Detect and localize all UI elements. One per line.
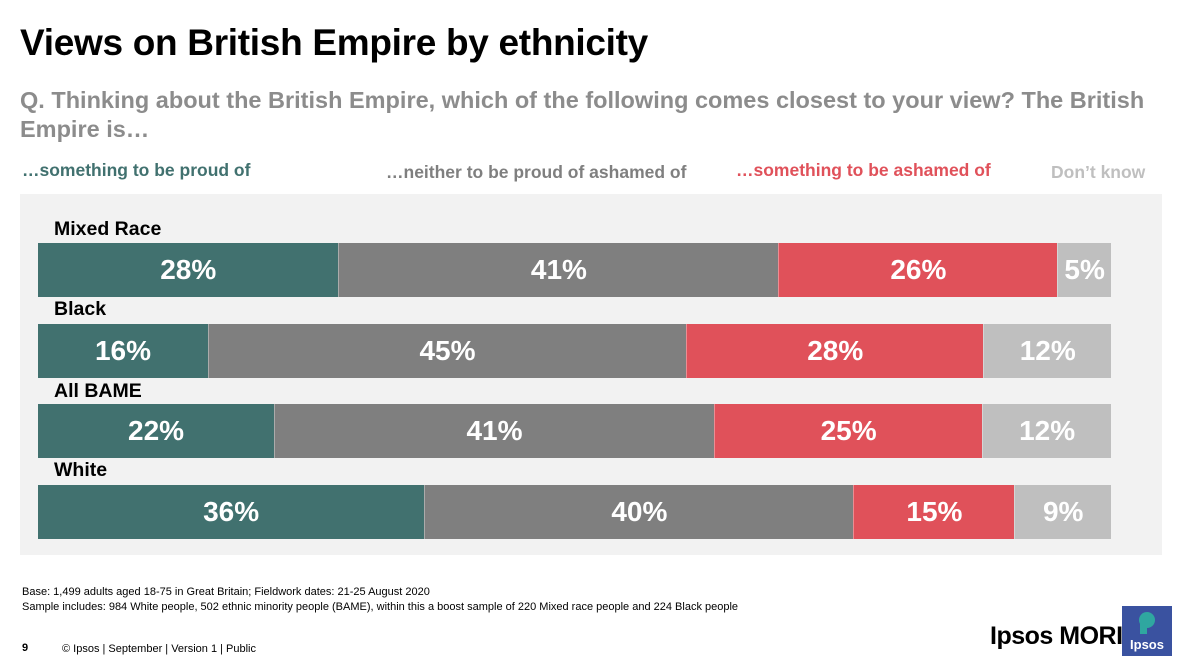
survey-question: Q. Thinking about the British Empire, wh… xyxy=(20,87,1145,142)
bar-segment-white-ashamed: 15% xyxy=(853,485,1015,539)
row-label-all-bame: All BAME xyxy=(54,380,142,402)
data-label-mixed-race-dont-know: 5% xyxy=(1064,254,1105,285)
row-label-black: Black xyxy=(54,298,107,320)
bar-segment-black-proud: 16% xyxy=(38,324,208,378)
page-number: 9 xyxy=(22,642,29,654)
stacked-bar-black: 16% 45% 28% 12% xyxy=(38,324,1111,378)
stacked-bar-all-bame: 22% 41% 25% 12% xyxy=(38,404,1111,458)
stacked-bar-mixed-race: 28% 41% 26% 5% xyxy=(38,243,1111,297)
logo-figure-icon xyxy=(1139,612,1155,634)
bar-segment-black-ashamed: 28% xyxy=(686,324,984,378)
data-label-white-neither: 40% xyxy=(611,496,668,527)
data-label-black-neither: 45% xyxy=(419,335,476,366)
data-label-mixed-race-ashamed: 26% xyxy=(890,254,947,285)
bar-segment-black-dont-know: 12% xyxy=(983,324,1111,378)
bar-segment-white-dont-know: 9% xyxy=(1014,485,1111,539)
data-label-mixed-race-proud: 28% xyxy=(160,254,217,285)
brand-name: Ipsos MORI xyxy=(990,622,1123,650)
legend-ashamed: …something to be ashamed of xyxy=(736,160,991,180)
bar-segment-mixed-race-neither: 41% xyxy=(338,243,779,297)
data-label-all-bame-neither: 41% xyxy=(466,415,523,446)
bar-segment-all-bame-neither: 41% xyxy=(274,404,714,458)
data-label-all-bame-ashamed: 25% xyxy=(820,415,877,446)
bar-segment-mixed-race-ashamed: 26% xyxy=(778,243,1058,297)
slide-title: Views on British Empire by ethnicity xyxy=(20,22,648,63)
legend-proud: …something to be proud of xyxy=(22,160,251,180)
footnote-sample: Sample includes: 984 White people, 502 e… xyxy=(22,601,739,613)
ipsos-logo: Ipsos xyxy=(1122,606,1172,656)
data-label-white-dont-know: 9% xyxy=(1042,496,1084,527)
data-label-mixed-race-neither: 41% xyxy=(530,254,587,285)
logo-text: Ipsos xyxy=(1130,637,1164,652)
legend-neither: …neither to be proud of ashamed of xyxy=(386,162,687,182)
bar-segment-black-neither: 45% xyxy=(207,324,687,378)
footnote-base: Base: 1,499 adults aged 18-75 in Great B… xyxy=(22,586,430,598)
data-label-all-bame-proud: 22% xyxy=(128,415,185,446)
legend-dont-know: Don’t know xyxy=(1051,162,1146,182)
bar-segment-all-bame-proud: 22% xyxy=(38,404,275,458)
bar-segment-white-proud: 36% xyxy=(38,485,425,539)
bar-segment-mixed-race-proud: 28% xyxy=(38,243,339,297)
data-label-black-proud: 16% xyxy=(94,335,151,366)
footer-text: © Ipsos | September | Version 1 | Public xyxy=(62,643,256,655)
bar-segment-all-bame-ashamed: 25% xyxy=(713,404,983,458)
data-label-black-ashamed: 28% xyxy=(807,335,864,366)
bar-segment-all-bame-dont-know: 12% xyxy=(982,404,1111,458)
bar-segment-white-neither: 40% xyxy=(424,485,854,539)
row-label-mixed-race: Mixed Race xyxy=(54,218,162,240)
data-label-black-dont-know: 12% xyxy=(1019,335,1076,366)
data-label-white-proud: 36% xyxy=(203,496,260,527)
data-label-all-bame-dont-know: 12% xyxy=(1019,415,1076,446)
row-label-white: White xyxy=(54,459,108,481)
bar-segment-mixed-race-dont-know: 5% xyxy=(1057,243,1111,297)
data-label-white-ashamed: 15% xyxy=(906,496,963,527)
stacked-bar-white: 36% 40% 15% 9% xyxy=(38,485,1111,539)
